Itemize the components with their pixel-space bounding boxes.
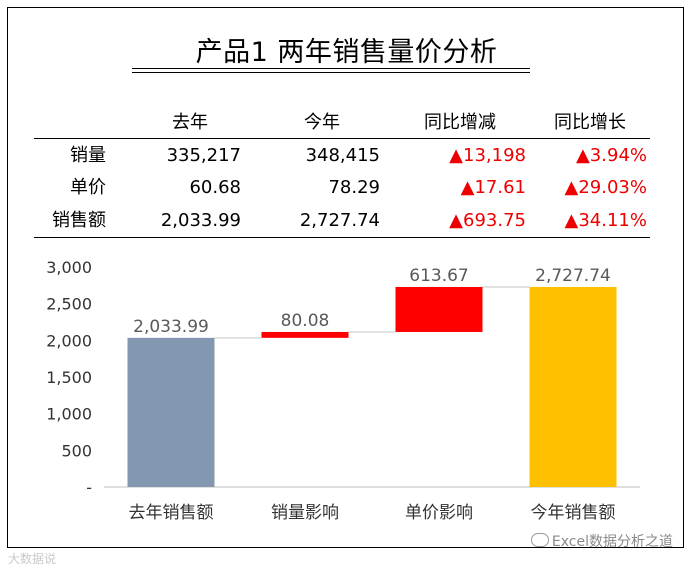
- bar: [395, 286, 483, 332]
- value-diff: ▲13,198: [449, 145, 526, 166]
- watermark-left: 大数据说: [8, 552, 57, 566]
- bar: [127, 337, 215, 487]
- title-underline-double: [132, 72, 530, 73]
- data-label: 80.08: [281, 311, 330, 331]
- value-growth: ▲29.03%: [564, 177, 647, 198]
- x-tick-label: 今年销售额: [531, 503, 616, 523]
- title-underline: [132, 68, 530, 69]
- value-growth: ▲3.94%: [575, 145, 647, 166]
- x-tick-label: 销量影响: [271, 503, 339, 523]
- value-diff: ▲17.61: [460, 177, 526, 198]
- data-label: 613.67: [409, 266, 468, 286]
- wechat-icon: [530, 533, 549, 547]
- page-title: 产品1 两年销售量价分析: [195, 37, 498, 68]
- value-last: 2,033.99: [160, 210, 241, 231]
- y-tick-label: 1,500: [46, 368, 92, 387]
- value-last: 335,217: [166, 145, 241, 166]
- value-this: 78.29: [328, 177, 380, 198]
- header-yoy-growth: 同比增长: [554, 112, 626, 133]
- y-tick-label: 2,000: [46, 331, 92, 350]
- bar: [261, 331, 349, 338]
- y-tick-label: -: [86, 478, 92, 497]
- watermark-right-text: Excel数据分析之道: [551, 534, 673, 550]
- x-tick-label: 单价影响: [405, 503, 473, 523]
- value-growth: ▲34.11%: [564, 210, 647, 231]
- value-this: 348,415: [305, 145, 380, 166]
- table-top-rule: [34, 138, 650, 139]
- value-last: 60.68: [189, 177, 241, 198]
- data-label: 2,033.99: [133, 317, 209, 337]
- y-tick-label: 500: [61, 441, 92, 460]
- row-label: 单价: [70, 177, 106, 198]
- bar: [529, 286, 617, 487]
- watermark-right: Excel数据分析之道: [530, 531, 673, 551]
- value-this: 2,727.74: [299, 210, 380, 231]
- row-label: 销量: [70, 145, 106, 166]
- x-tick-label: 去年销售额: [129, 503, 214, 523]
- header-last-year: 去年: [172, 112, 208, 133]
- header-yoy-diff: 同比增减: [424, 112, 496, 133]
- table-bottom-rule: [34, 237, 650, 238]
- y-tick-label: 2,500: [46, 295, 92, 314]
- y-tick-label: 1,000: [46, 405, 92, 424]
- value-diff: ▲693.75: [449, 210, 526, 231]
- row-label: 销售额: [52, 210, 106, 231]
- data-label: 2,727.74: [535, 266, 611, 286]
- header-this-year: 今年: [304, 112, 340, 133]
- y-tick-label: 3,000: [46, 258, 92, 277]
- chart-frame: [7, 7, 684, 548]
